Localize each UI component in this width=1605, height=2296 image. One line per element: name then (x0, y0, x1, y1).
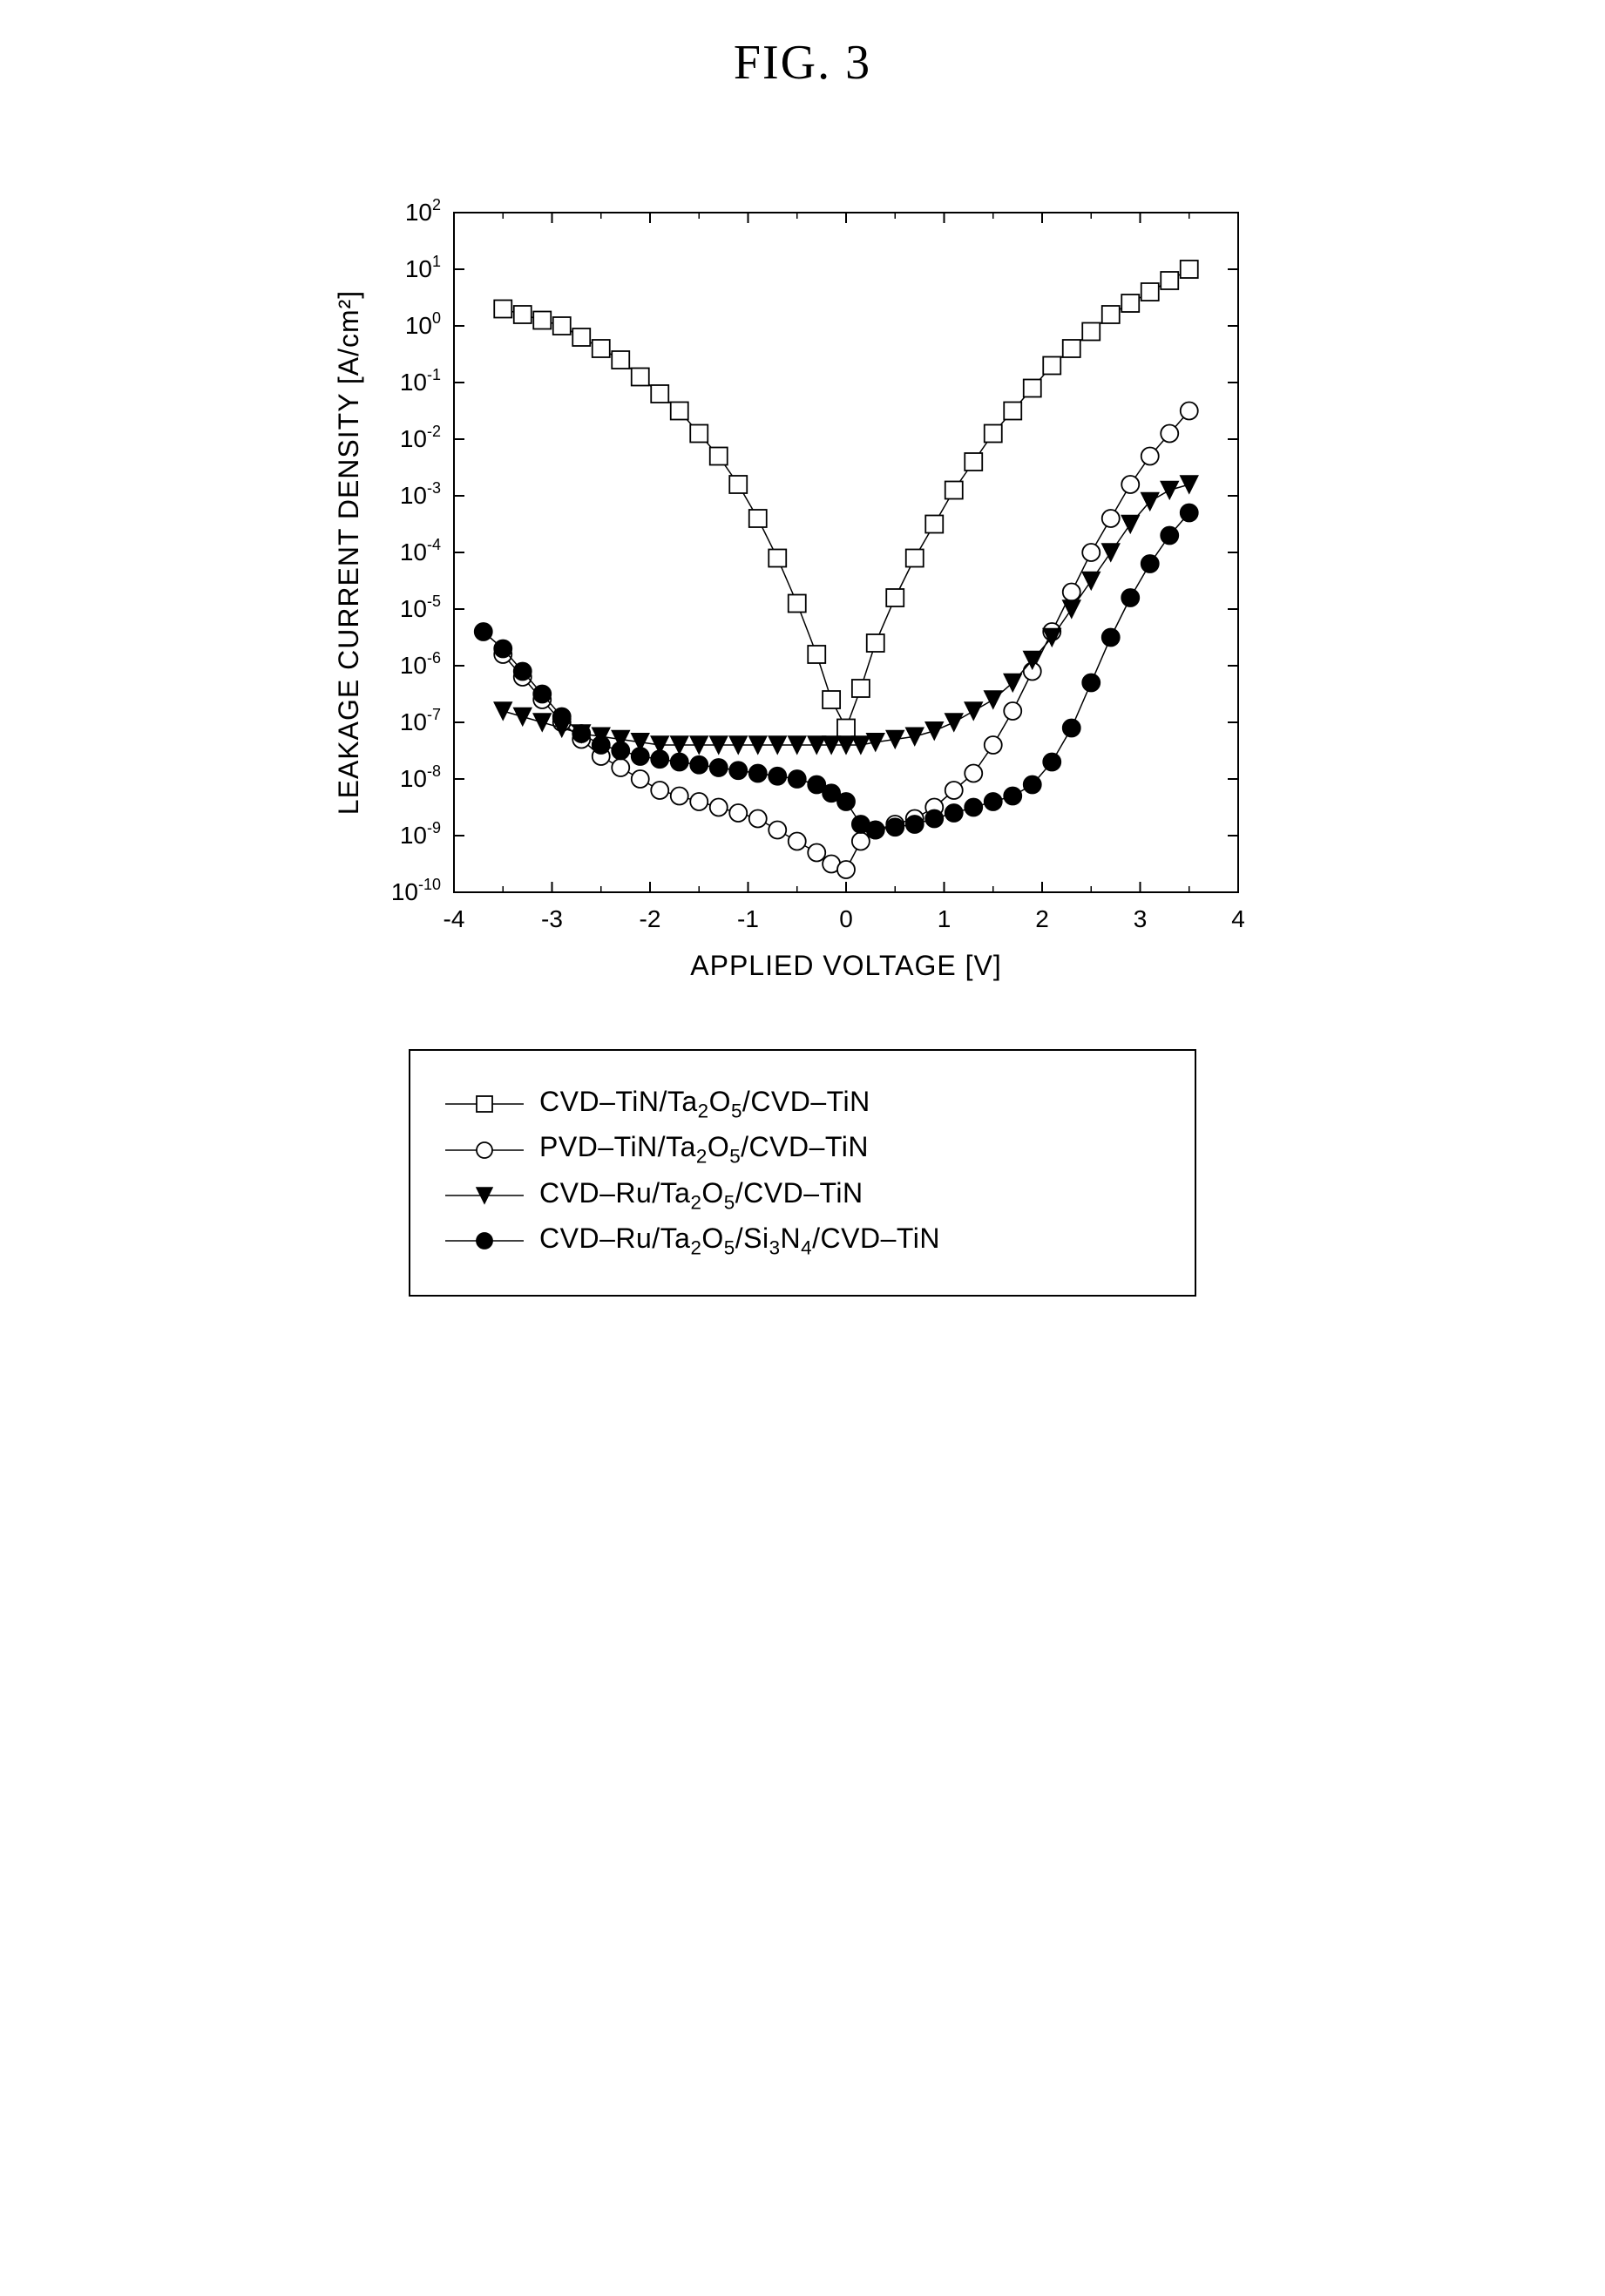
legend: CVD–TiN/Ta2O5/CVD–TiN PVD–TiN/Ta2O5/CVD–T… (409, 1049, 1196, 1297)
legend-row: CVD–Ru/Ta2O5/Si3N4/CVD–TiN (445, 1223, 1160, 1259)
svg-text:3: 3 (1134, 905, 1148, 932)
svg-text:LEAKAGE CURRENT DENSITY [A/cm²: LEAKAGE CURRENT DENSITY [A/cm²] (333, 290, 364, 815)
legend-marker (445, 1091, 524, 1117)
svg-text:10-10: 10-10 (391, 876, 441, 905)
svg-text:102: 102 (405, 196, 441, 226)
svg-text:1: 1 (938, 905, 951, 932)
legend-row: CVD–Ru/Ta2O5/CVD–TiN (445, 1177, 1160, 1214)
legend-marker (445, 1137, 524, 1163)
svg-text:10-9: 10-9 (400, 819, 441, 849)
svg-text:10-7: 10-7 (400, 706, 441, 735)
svg-text:-3: -3 (541, 905, 563, 932)
svg-text:0: 0 (839, 905, 853, 932)
svg-text:10-4: 10-4 (400, 536, 441, 566)
svg-text:10-3: 10-3 (400, 479, 441, 509)
svg-text:10-6: 10-6 (400, 649, 441, 679)
legend-label: CVD–TiN/Ta2O5/CVD–TiN (539, 1086, 870, 1122)
legend-marker (445, 1182, 524, 1209)
figure-container: FIG. 3 -4 -3 -2 -1 0 1 2 3 4 10-10 10-9 10-8 10-7 10-… (236, 35, 1369, 1297)
legend-label: CVD–Ru/Ta2O5/CVD–TiN (539, 1177, 863, 1214)
svg-text:10-8: 10-8 (400, 762, 441, 792)
svg-text:10-2: 10-2 (400, 423, 441, 452)
legend-marker (445, 1228, 524, 1254)
svg-text:-2: -2 (640, 905, 661, 932)
svg-text:10-5: 10-5 (400, 593, 441, 622)
svg-text:100: 100 (405, 309, 441, 339)
legend-label: PVD–TiN/Ta2O5/CVD–TiN (539, 1131, 869, 1168)
chart: -4 -3 -2 -1 0 1 2 3 4 10-10 10-9 10-8 10-7 10-6 10-5 10… (323, 195, 1282, 979)
svg-text:-4: -4 (444, 905, 465, 932)
chart-svg: -4 -3 -2 -1 0 1 2 3 4 10-10 10-9 10-8 10-7 10-6 10-5 10… (323, 195, 1282, 1067)
legend-row: PVD–TiN/Ta2O5/CVD–TiN (445, 1131, 1160, 1168)
svg-text:2: 2 (1035, 905, 1049, 932)
svg-text:10-1: 10-1 (400, 366, 441, 396)
legend-row: CVD–TiN/Ta2O5/CVD–TiN (445, 1086, 1160, 1122)
legend-label: CVD–Ru/Ta2O5/Si3N4/CVD–TiN (539, 1223, 940, 1259)
figure-title: FIG. 3 (236, 35, 1369, 91)
svg-text:-1: -1 (737, 905, 759, 932)
svg-text:101: 101 (405, 253, 441, 282)
svg-text:4: 4 (1231, 905, 1245, 932)
svg-text:APPLIED VOLTAGE [V]: APPLIED VOLTAGE [V] (690, 950, 1001, 981)
